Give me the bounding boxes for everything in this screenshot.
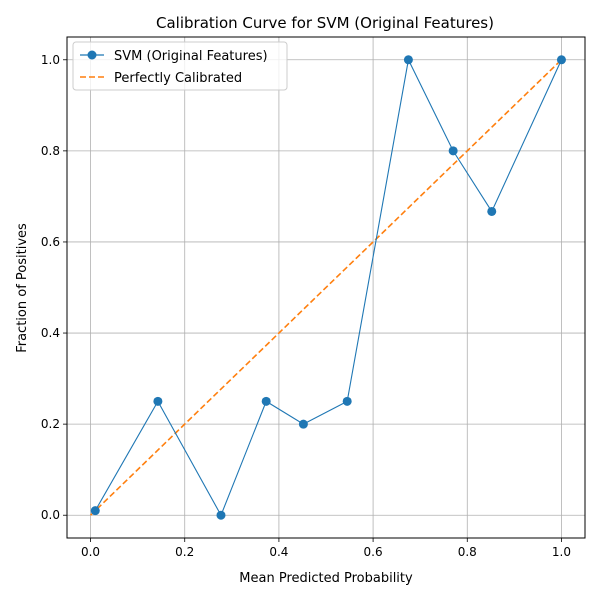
x-tick-label: 0.0 bbox=[81, 545, 100, 559]
svm-data-point bbox=[403, 55, 413, 65]
y-tick-label: 0.8 bbox=[41, 144, 60, 158]
y-tick-label: 0.4 bbox=[41, 326, 60, 340]
svm-data-point bbox=[487, 206, 497, 216]
svm-data-point bbox=[261, 396, 271, 406]
chart-title: Calibration Curve for SVM (Original Feat… bbox=[156, 14, 494, 32]
x-tick-label: 0.6 bbox=[364, 545, 383, 559]
x-tick-label: 1.0 bbox=[552, 545, 571, 559]
legend-svm-label: SVM (Original Features) bbox=[114, 49, 268, 64]
x-tick-label: 0.2 bbox=[175, 545, 194, 559]
reference-line-layer bbox=[89, 59, 563, 516]
svm-data-point bbox=[342, 396, 352, 406]
grid-layer bbox=[67, 37, 585, 538]
legend-svm-marker-swatch bbox=[87, 50, 97, 60]
series-layer bbox=[90, 55, 566, 520]
y-tick-label: 1.0 bbox=[41, 53, 60, 67]
svm-data-point bbox=[153, 396, 163, 406]
x-axis-label: Mean Predicted Probability bbox=[239, 571, 413, 586]
x-tick-label: 0.4 bbox=[269, 545, 288, 559]
y-tick-label: 0.0 bbox=[41, 508, 60, 522]
y-axis-label: Fraction of Positives bbox=[15, 223, 30, 353]
svm-series-line bbox=[94, 58, 562, 517]
legend-perfect-label: Perfectly Calibrated bbox=[114, 71, 242, 86]
svm-data-point bbox=[556, 55, 566, 65]
x-tick-label: 0.8 bbox=[458, 545, 477, 559]
plot-frame bbox=[66, 36, 586, 539]
svm-data-point bbox=[298, 419, 308, 429]
y-tick-label: 0.6 bbox=[41, 235, 60, 249]
legend-box bbox=[72, 41, 288, 91]
y-tick-label: 0.2 bbox=[41, 417, 60, 431]
svm-data-point bbox=[216, 510, 226, 520]
svm-data-point bbox=[448, 146, 458, 156]
legend: SVM (Original Features) Perfectly Calibr… bbox=[72, 41, 288, 91]
svm-data-point bbox=[90, 506, 100, 516]
tick-layer: 0.0 0.2 0.4 0.6 0.8 1.0 0.0 0.2 0.4 0.6 0.8 1.0 bbox=[41, 53, 571, 559]
perfectly-calibrated-line bbox=[89, 59, 563, 516]
